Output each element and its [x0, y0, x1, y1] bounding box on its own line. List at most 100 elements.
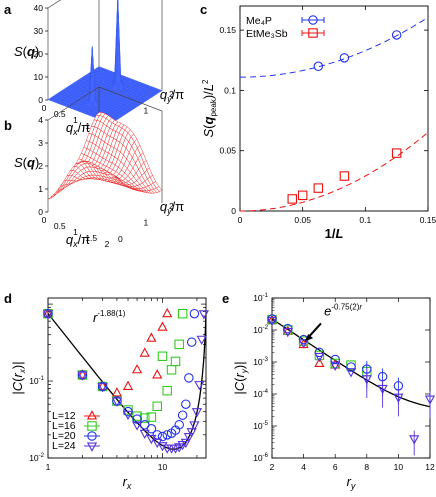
data-point: [139, 413, 150, 423]
x-tick-label: 6: [333, 462, 338, 472]
data-point: [166, 365, 177, 375]
annotation: r-1.88(1): [93, 309, 126, 325]
plot-frame: [271, 297, 431, 459]
data-point: [174, 339, 184, 350]
data-point: [391, 148, 402, 158]
box-edge: [47, 86, 100, 121]
data-point: [266, 316, 278, 327]
data-point: [198, 310, 210, 320]
data-point: [314, 357, 325, 367]
data-point: [314, 347, 325, 358]
data-point: [391, 30, 402, 40]
data-point: [157, 431, 168, 442]
data-point: [330, 354, 340, 365]
data-point: [157, 442, 168, 452]
legend-label: L=12: [52, 410, 76, 422]
panel-e-chart: 2 4 6 8 10 12 10-6 10-5 10-4 10-3 10-2 10-1 e-0.75(2…: [232, 293, 436, 491]
data-point: [139, 347, 150, 357]
box-edge: [47, 0, 62, 9]
data-point: [345, 368, 357, 378]
x-axis-label: 1/L: [325, 226, 344, 241]
legend-label: EtMe₃Sb: [246, 28, 288, 40]
data-point: [181, 399, 191, 409]
z-tick-label: 2: [38, 161, 43, 171]
x-tick-label: 10: [394, 462, 404, 472]
y-tick-label: 0: [118, 234, 123, 244]
x-axis-label: ry: [347, 474, 356, 491]
x-tick-label: 0.5: [54, 221, 66, 231]
legend-marker: [86, 442, 98, 452]
y-axis-label: S(qpeak)/L2: [201, 79, 218, 138]
fit-line-0: [240, 17, 429, 78]
data-point: [287, 194, 298, 204]
y-tick-label: 10-1: [253, 293, 268, 303]
data-point: [189, 308, 200, 319]
data-point: [191, 408, 203, 418]
x-tick-label: 2: [270, 462, 275, 472]
box-edge: [98, 86, 163, 112]
panel-label-d: d: [4, 291, 12, 306]
data-point: [97, 382, 108, 393]
x-tick-label: 10: [158, 462, 168, 472]
data-point: [111, 397, 123, 407]
data-point: [157, 351, 168, 362]
data-point: [313, 183, 324, 193]
data-point: [361, 375, 372, 385]
y-tick-label: 10-3: [253, 357, 268, 367]
legend-label: Me₄P: [246, 15, 272, 27]
x-tick-label: 1: [73, 115, 78, 125]
data-point: [183, 433, 194, 443]
y-axis-label: qy/π: [160, 87, 184, 104]
x-tick-label: 0: [238, 215, 243, 225]
data-point: [97, 380, 108, 390]
x-tick-label: 12: [425, 462, 435, 472]
data-point: [313, 61, 324, 72]
y-tick-label: 0.15: [219, 25, 236, 35]
x-tick-label: 0.1: [359, 215, 371, 225]
y-tick-label: 0.1: [224, 85, 236, 95]
y-tick-label: 1: [144, 106, 149, 116]
y-tick-label: 10-4: [253, 389, 268, 399]
legend-label: L=24: [52, 440, 76, 452]
fit-line: [271, 318, 431, 408]
z-tick-label: 4: [38, 115, 43, 125]
y-axis-label: qy/π: [160, 199, 184, 216]
data-point: [42, 310, 54, 320]
legend-marker: [87, 421, 97, 431]
legend-marker: [86, 410, 98, 420]
plot-frame: [239, 5, 429, 212]
data-point: [162, 385, 172, 396]
legend-label: L=16: [52, 420, 76, 432]
data-point: [177, 308, 188, 319]
data-point: [139, 429, 150, 440]
data-point: [42, 307, 54, 318]
data-point: [184, 373, 194, 383]
data-point: [339, 171, 350, 181]
surface-cell: [114, 0, 122, 90]
legend-marker: [308, 28, 318, 38]
legend-marker: [87, 431, 97, 441]
data-point: [409, 435, 420, 445]
y-tick-label: 2: [169, 201, 174, 211]
z-axis-label: S(q): [14, 155, 39, 170]
x-tick-label: 8: [364, 462, 369, 472]
data-point: [157, 321, 168, 331]
surface-cell: [107, 173, 114, 178]
x-tick-label: 1: [73, 227, 78, 237]
data-point: [174, 420, 184, 430]
data-point: [314, 352, 325, 363]
data-point: [377, 384, 388, 395]
data-point: [146, 423, 157, 434]
data-point: [131, 421, 143, 431]
y-axis-label: |C(rx)|: [10, 361, 27, 394]
y-tick-label: 10-2: [253, 325, 268, 335]
fit-line-1: [240, 131, 429, 212]
x-tick-label: 0: [42, 103, 47, 113]
z-tick-label: 0: [38, 95, 43, 105]
data-point: [196, 335, 207, 346]
z-tick-label: 30: [34, 26, 44, 36]
data-point: [330, 358, 340, 369]
z-axis-label: S(q): [14, 44, 39, 59]
